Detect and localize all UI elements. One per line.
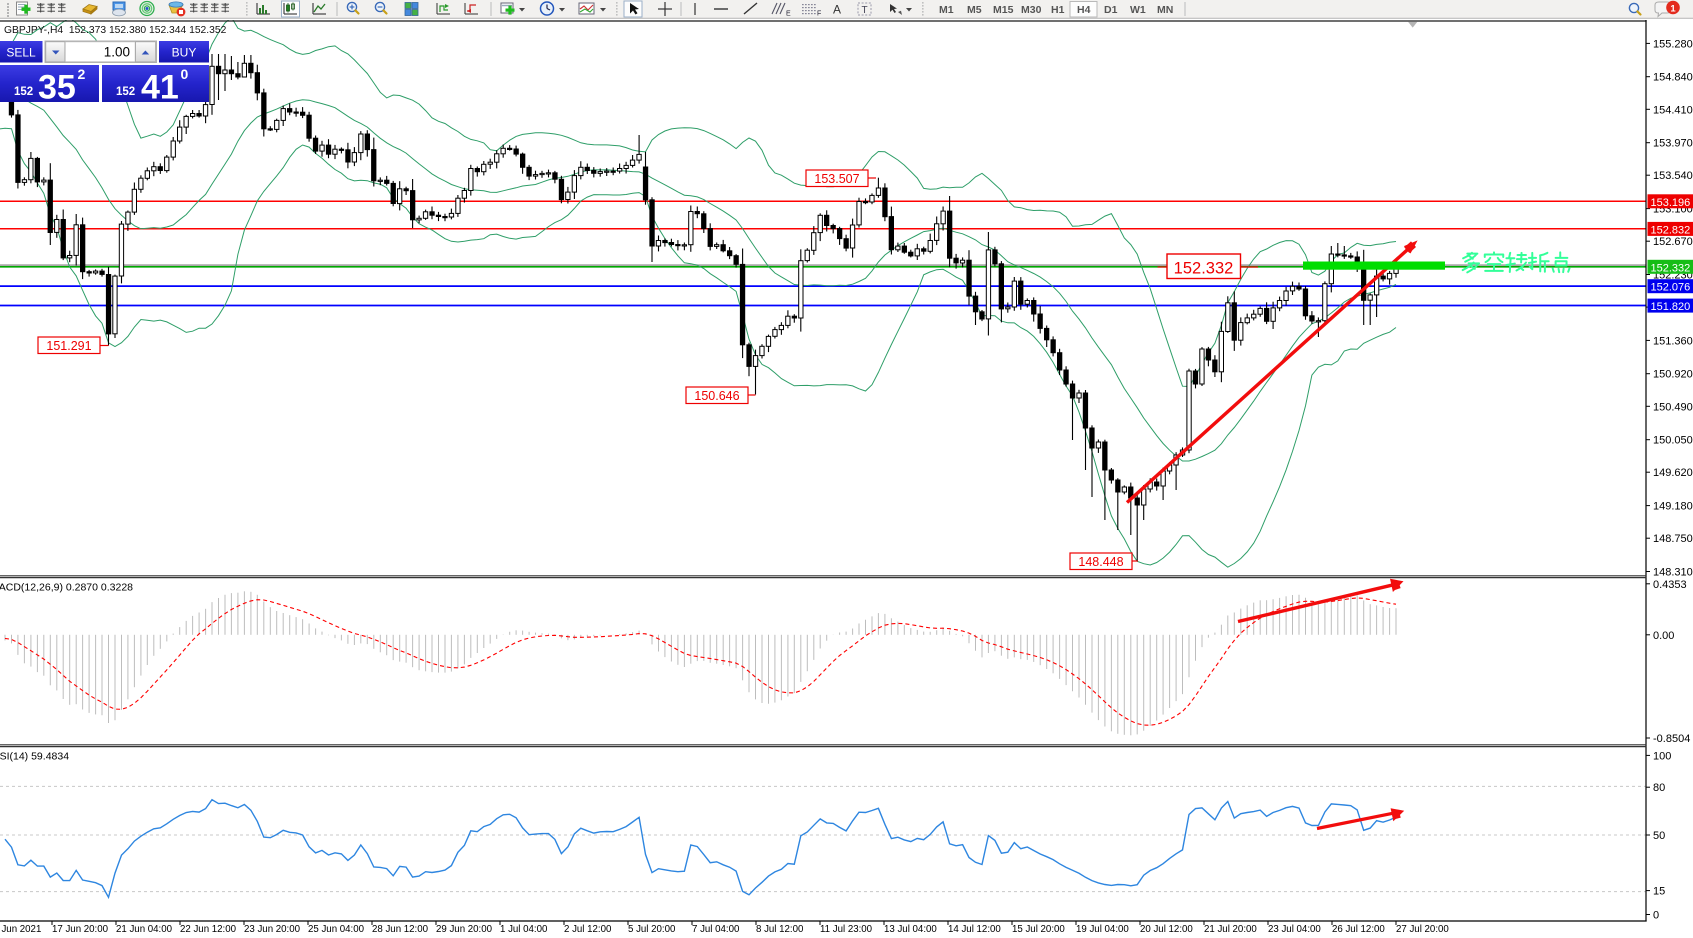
svg-text:H1: H1 [1051,4,1065,16]
svg-text:D1: D1 [1104,4,1118,16]
svg-text:MN: MN [1157,4,1173,16]
svg-text:2 Jul 12:00: 2 Jul 12:00 [564,924,612,935]
svg-text:152.076: 152.076 [1651,282,1691,294]
svg-text:14 Jul 12:00: 14 Jul 12:00 [948,924,1001,935]
svg-text:151.360: 151.360 [1653,335,1693,347]
svg-text:29 Jun 20:00: 29 Jun 20:00 [436,924,493,935]
svg-text:80: 80 [1653,782,1665,794]
svg-text:5 Jul 20:00: 5 Jul 20:00 [628,924,676,935]
svg-text:MACD(12,26,9) 0.2870 0.3228: MACD(12,26,9) 0.2870 0.3228 [0,582,133,594]
svg-text:23 Jul 04:00: 23 Jul 04:00 [1268,924,1321,935]
svg-text:11 Jul 23:00: 11 Jul 23:00 [820,924,873,935]
svg-text:2: 2 [78,66,86,82]
svg-text:100: 100 [1653,750,1671,762]
svg-text:15 Jul 20:00: 15 Jul 20:00 [1012,924,1065,935]
svg-text:13 Jul 04:00: 13 Jul 04:00 [884,924,937,935]
svg-text:153.507: 153.507 [814,172,859,186]
svg-text:152: 152 [116,86,135,98]
svg-text:41: 41 [141,69,179,107]
svg-text:0: 0 [181,66,189,82]
svg-text:28 Jun 12:00: 28 Jun 12:00 [372,924,429,935]
svg-text:27 Jul 20:00: 27 Jul 20:00 [1396,924,1449,935]
svg-text:-0.8504: -0.8504 [1653,733,1690,745]
svg-text:1 Jul 04:00: 1 Jul 04:00 [500,924,548,935]
svg-text:1: 1 [1670,4,1676,15]
svg-text:M5: M5 [967,4,982,16]
svg-text:BUY: BUY [172,46,197,60]
svg-text:8 Jul 12:00: 8 Jul 12:00 [756,924,804,935]
svg-text:21 Jun 04:00: 21 Jun 04:00 [116,924,173,935]
svg-text:0.00: 0.00 [1653,630,1674,642]
svg-text:151.291: 151.291 [46,339,91,353]
svg-text:153.540: 153.540 [1653,170,1693,182]
svg-text:22 Jun 12:00: 22 Jun 12:00 [180,924,237,935]
svg-text:15: 15 [1653,886,1665,898]
svg-text:0.4353: 0.4353 [1653,579,1687,591]
svg-text:7 Jul 04:00: 7 Jul 04:00 [692,924,740,935]
svg-text:50: 50 [1653,830,1665,842]
svg-text:17 Jun 20:00: 17 Jun 20:00 [52,924,109,935]
svg-text:154.410: 154.410 [1653,104,1693,116]
svg-text:19 Jul 04:00: 19 Jul 04:00 [1076,924,1129,935]
svg-text:23 Jun 20:00: 23 Jun 20:00 [244,924,301,935]
svg-text:153.196: 153.196 [1651,197,1691,209]
svg-text:152: 152 [14,86,33,98]
svg-text:152.670: 152.670 [1653,236,1693,248]
svg-text:149.180: 149.180 [1653,501,1693,513]
svg-text:152.832: 152.832 [1651,224,1691,236]
svg-text:150.050: 150.050 [1653,435,1693,447]
svg-text:GBPJPY-,H4 152.373 152.380 15: GBPJPY-,H4 152.373 152.380 152.344 152.3… [4,25,227,36]
svg-text:SELL: SELL [6,46,36,60]
svg-text:149.620: 149.620 [1653,467,1693,479]
svg-text:20 Jul 12:00: 20 Jul 12:00 [1140,924,1193,935]
svg-text:35: 35 [38,69,76,107]
svg-text:150.920: 150.920 [1653,369,1693,381]
svg-text:152.332: 152.332 [1651,262,1691,274]
svg-text:W1: W1 [1130,4,1146,16]
svg-text:E: E [786,11,791,18]
svg-text:25 Jun 04:00: 25 Jun 04:00 [308,924,365,935]
svg-text:16 Jun 2021: 16 Jun 2021 [0,924,41,935]
svg-text:21 Jul 20:00: 21 Jul 20:00 [1204,924,1257,935]
svg-text:148.448: 148.448 [1078,555,1123,569]
svg-text:155.280: 155.280 [1653,38,1693,50]
svg-text:150.646: 150.646 [694,389,739,403]
svg-text:0: 0 [1653,910,1659,922]
svg-text:148.310: 148.310 [1653,567,1693,579]
svg-text:H4: H4 [1077,4,1091,16]
svg-text:T: T [862,5,868,16]
svg-text:152.332: 152.332 [1174,260,1234,278]
svg-text:F: F [817,11,821,18]
svg-text:M15: M15 [993,4,1014,16]
svg-text:150.490: 150.490 [1653,401,1693,413]
svg-text:154.840: 154.840 [1653,72,1693,84]
svg-text:153.970: 153.970 [1653,138,1693,150]
svg-text:151.820: 151.820 [1651,301,1691,313]
svg-text:M1: M1 [939,4,954,16]
svg-text:26 Jul 12:00: 26 Jul 12:00 [1332,924,1385,935]
svg-text:M30: M30 [1021,4,1042,16]
svg-text:1.00: 1.00 [104,45,130,60]
svg-text:A: A [833,3,841,17]
svg-text:148.750: 148.750 [1653,533,1693,545]
svg-text:RSI(14) 59.4834: RSI(14) 59.4834 [0,751,69,763]
